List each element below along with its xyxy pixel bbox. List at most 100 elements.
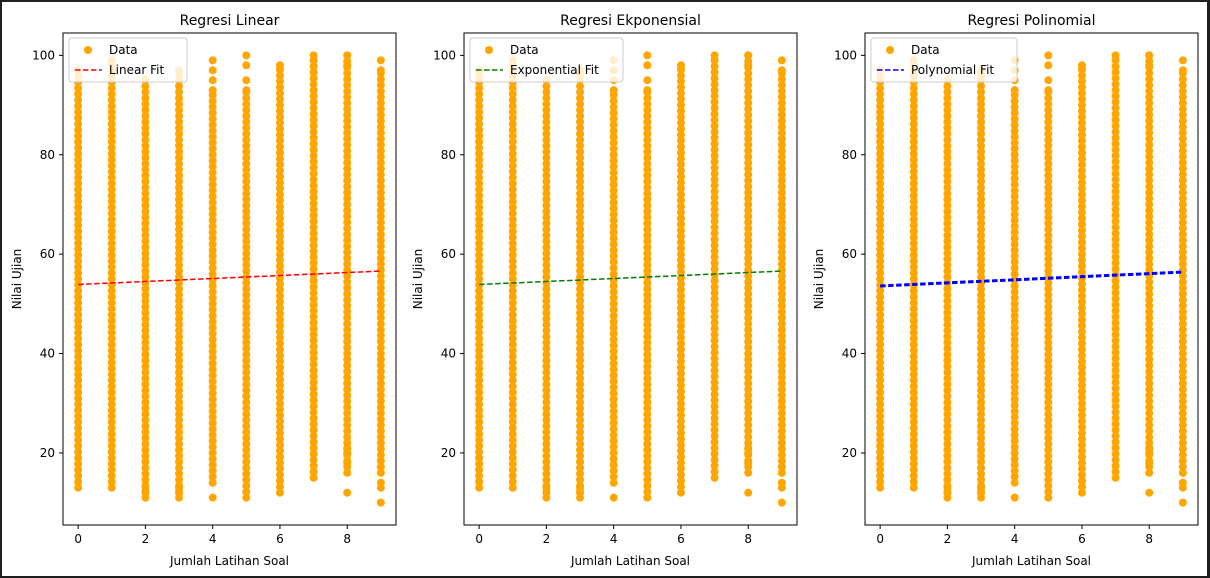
data-point	[343, 313, 352, 322]
data-point	[609, 103, 618, 112]
data-point	[242, 344, 251, 353]
data-point	[744, 146, 753, 155]
data-point	[609, 407, 618, 416]
data-point	[576, 117, 585, 126]
data-point	[876, 358, 885, 367]
data-point	[1111, 92, 1120, 101]
data-point	[508, 209, 517, 218]
data-point	[475, 179, 484, 188]
data-point	[643, 243, 652, 252]
data-point	[208, 162, 217, 171]
data-point	[1010, 252, 1019, 261]
data-point	[475, 340, 484, 349]
data-point	[777, 81, 786, 90]
data-point	[508, 436, 517, 445]
data-point	[643, 195, 652, 204]
data-point	[242, 463, 251, 472]
data-point	[777, 128, 786, 137]
data-point	[643, 261, 652, 270]
data-point	[1077, 83, 1086, 92]
data-point	[876, 167, 885, 176]
legend-label-data: Data	[109, 43, 138, 57]
data-point	[676, 142, 685, 151]
data-point	[1145, 468, 1154, 477]
data-point	[943, 410, 952, 419]
data-point	[141, 117, 150, 126]
data-point	[710, 217, 719, 226]
data-point	[1010, 493, 1019, 502]
data-point	[1178, 343, 1187, 352]
data-point	[309, 455, 318, 464]
data-point	[977, 380, 986, 389]
data-point	[242, 159, 251, 168]
data-point	[309, 408, 318, 417]
data-point	[943, 189, 952, 198]
data-point	[542, 159, 551, 168]
data-point	[1145, 373, 1154, 382]
data-point	[1178, 111, 1187, 119]
data-point	[475, 108, 484, 117]
data-point	[1044, 350, 1053, 359]
data-point	[710, 127, 719, 136]
data-point	[710, 241, 719, 250]
data-point	[343, 295, 352, 304]
data-point	[475, 400, 484, 409]
data-point	[475, 185, 484, 194]
data-point	[876, 364, 885, 373]
data-point	[1044, 416, 1053, 425]
data-point	[676, 256, 685, 265]
data-point	[175, 153, 184, 162]
data-point	[1111, 62, 1120, 71]
data-point	[242, 338, 251, 347]
data-point	[343, 272, 352, 281]
data-point	[710, 235, 719, 244]
data-scatter-series	[475, 51, 786, 507]
data-point	[275, 112, 284, 121]
data-point	[376, 277, 385, 286]
data-point	[1077, 268, 1086, 277]
data-point	[744, 116, 753, 125]
data-point	[74, 447, 83, 456]
data-point	[1145, 277, 1154, 286]
data-point	[1145, 427, 1154, 436]
data-point	[909, 119, 918, 128]
data-point	[74, 436, 83, 445]
data-point	[343, 111, 352, 119]
data-point	[475, 149, 484, 158]
data-point	[609, 371, 618, 380]
data-point	[107, 412, 116, 421]
data-point	[643, 111, 652, 120]
data-point	[744, 176, 753, 185]
data-point	[676, 107, 685, 116]
data-point	[74, 412, 83, 421]
data-point	[208, 365, 217, 374]
data-point	[208, 293, 217, 302]
data-point	[676, 238, 685, 247]
data-point	[609, 299, 618, 308]
data-point	[1111, 104, 1120, 113]
data-point	[777, 307, 786, 316]
data-point	[542, 147, 551, 156]
data-point	[107, 316, 116, 325]
data-point	[376, 56, 385, 65]
data-point	[643, 117, 652, 126]
data-point	[1178, 307, 1187, 316]
data-point	[343, 409, 352, 418]
data-point	[343, 230, 352, 239]
data-point	[141, 368, 150, 377]
data-point	[107, 96, 116, 105]
data-point	[1145, 260, 1154, 269]
y-tick-label: 100	[834, 48, 857, 62]
data-point	[376, 254, 385, 263]
data-point	[74, 119, 83, 128]
data-point	[676, 154, 685, 163]
plot-area-frame	[62, 32, 397, 526]
data-point	[242, 183, 251, 192]
data-point	[242, 86, 251, 95]
data-point	[909, 257, 918, 266]
data-point	[309, 438, 318, 447]
data-point	[107, 221, 116, 230]
data-point	[208, 341, 217, 350]
data-point	[643, 386, 652, 395]
data-point	[141, 356, 150, 365]
